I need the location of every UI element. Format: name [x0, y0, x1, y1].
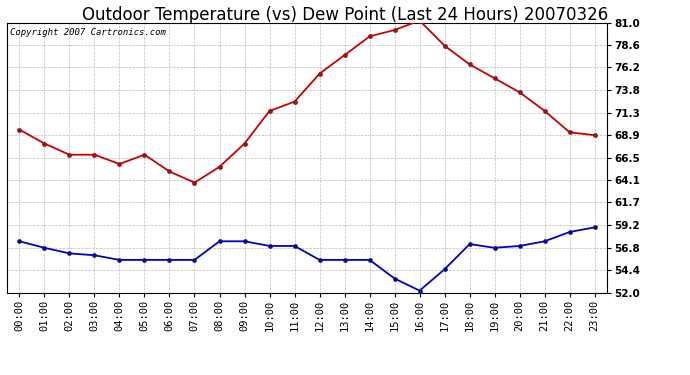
Text: Copyright 2007 Cartronics.com: Copyright 2007 Cartronics.com: [10, 28, 166, 37]
Text: Outdoor Temperature (vs) Dew Point (Last 24 Hours) 20070326: Outdoor Temperature (vs) Dew Point (Last…: [82, 6, 608, 24]
